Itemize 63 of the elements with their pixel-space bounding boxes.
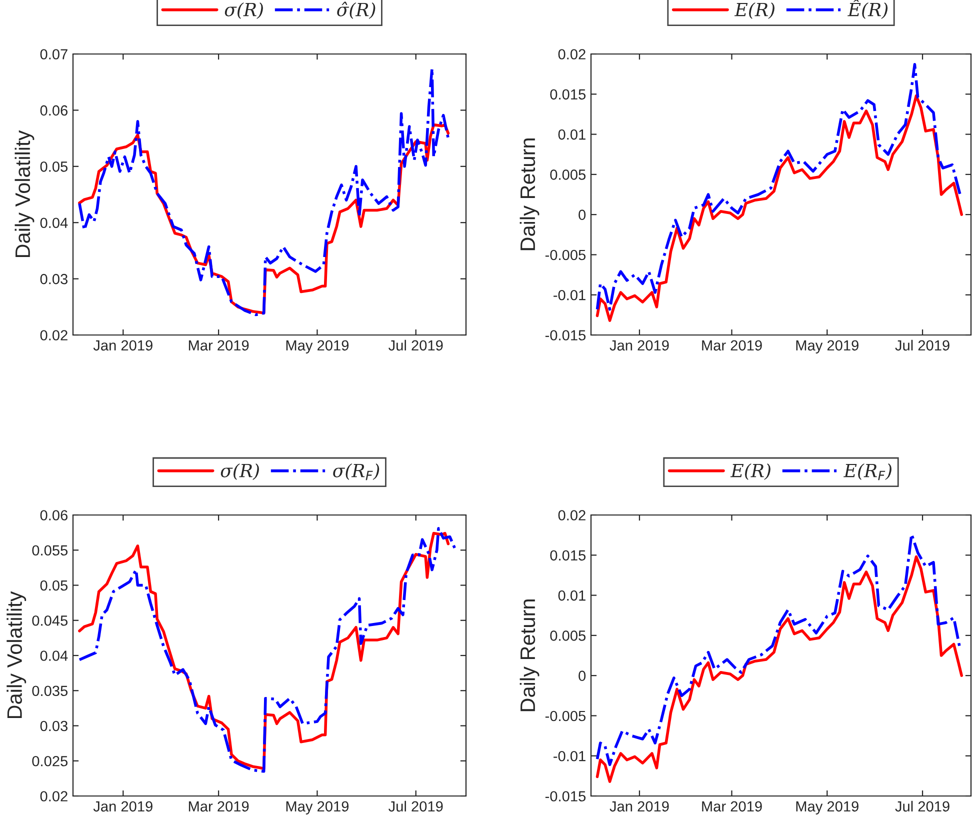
x-tick-label: Jul 2019: [895, 340, 950, 351]
x-tick-label: Jan 2019: [610, 801, 669, 812]
y-tick-label: 0.02: [558, 510, 586, 520]
legend-label: σ(R): [220, 463, 259, 480]
line-series: [596, 63, 962, 311]
x-tick-label: Mar 2019: [188, 801, 249, 812]
legend-label: E(R): [730, 463, 770, 480]
x-tick-label: Jan 2019: [93, 801, 152, 812]
y-tick-label: 0.02: [40, 330, 68, 340]
y-axis-title: Daily Volatility: [14, 130, 34, 258]
y-tick-label: 0.06: [40, 510, 68, 520]
y-axis-title: Daily Return: [520, 138, 540, 250]
line-series: [596, 94, 964, 322]
line-series: [596, 532, 962, 766]
y-tick-label: -0.01: [554, 750, 586, 762]
y-tick-label: 0.03: [40, 720, 68, 732]
x-tick-label: May 2019: [796, 340, 858, 354]
line-series: [78, 67, 450, 316]
y-tick-label: 0: [578, 210, 586, 220]
y-tick-label: 0.035: [32, 686, 68, 696]
x-tick-label: Jul 2019: [895, 800, 950, 812]
y-tick-label: 0.05: [40, 162, 68, 172]
x-tick-label: May 2019: [286, 340, 349, 354]
y-tick-label: 0.06: [40, 105, 68, 116]
x-tick-label: Mar 2019: [702, 801, 762, 812]
y-tick-label: 0.07: [40, 49, 68, 60]
y-tick-label: 0.015: [550, 89, 586, 100]
legend-label: σ̂(R): [337, 2, 376, 19]
y-tick-label: 0.02: [40, 791, 68, 802]
y-tick-label: 0.01: [558, 590, 586, 601]
y-tick-label: 0.05: [40, 580, 68, 591]
y-tick-label: -0.015: [545, 791, 586, 802]
y-axis-title: Daily Volatility: [6, 591, 26, 718]
y-tick-label: 0.025: [32, 756, 68, 766]
legend-label: σ(R): [224, 2, 263, 19]
y-tick-label: -0.01: [554, 290, 586, 300]
x-tick-label: Jan 2019: [93, 340, 152, 351]
y-axis-title: Daily Return: [520, 600, 540, 712]
y-tick-label: 0.015: [550, 550, 586, 561]
y-tick-label: 0.01: [558, 129, 586, 140]
x-tick-label: May 2019: [796, 801, 858, 814]
x-tick-label: Jul 2019: [388, 800, 443, 812]
y-tick-label: 0.055: [32, 545, 68, 556]
x-tick-label: Mar 2019: [188, 340, 249, 351]
y-tick-label: -0.015: [545, 330, 586, 340]
legend-label: σ(R$_{F}$): [333, 463, 380, 480]
y-tick-label: 0.03: [40, 274, 68, 284]
y-tick-label: -0.005: [545, 250, 586, 260]
x-tick-label: May 2019: [286, 801, 349, 814]
y-tick-label: 0.045: [32, 615, 68, 626]
y-tick-label: 0.005: [550, 170, 586, 180]
y-tick-label: 0.04: [40, 650, 68, 661]
y-tick-label: 0.04: [40, 218, 68, 228]
x-tick-label: Mar 2019: [702, 340, 762, 351]
x-tick-label: Jan 2019: [610, 340, 669, 351]
y-tick-label: -0.005: [545, 710, 586, 722]
line-series: [596, 555, 964, 783]
x-tick-label: Jul 2019: [388, 340, 443, 351]
y-tick-label: 0.005: [550, 630, 586, 641]
y-tick-label: 0.02: [558, 49, 586, 60]
legend-label: E(R): [734, 2, 774, 19]
y-tick-label: 0: [578, 670, 586, 681]
legend-label: E(R$_{F}$): [844, 463, 892, 480]
